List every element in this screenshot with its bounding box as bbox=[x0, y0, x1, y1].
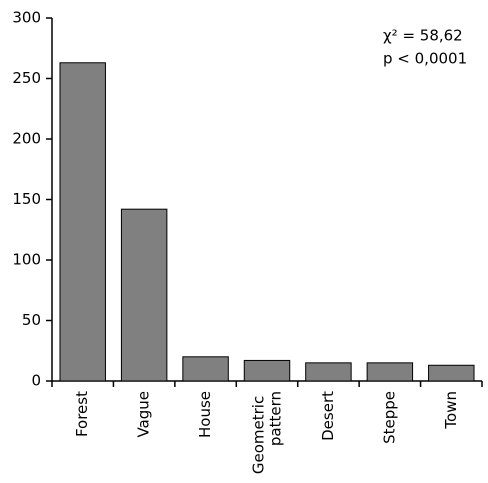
bar bbox=[428, 364, 475, 382]
y-tick-label: 0 bbox=[31, 372, 41, 390]
x-tick-label: Steppe bbox=[380, 391, 398, 444]
x-tick-label: Vague bbox=[135, 391, 153, 438]
y-tick-label: 100 bbox=[12, 251, 41, 269]
bar bbox=[366, 362, 414, 382]
y-tick-label: 150 bbox=[12, 190, 41, 208]
bar bbox=[243, 359, 291, 382]
y-tick-label: 200 bbox=[12, 130, 41, 148]
x-tick-label: Geometric pattern bbox=[249, 391, 284, 474]
bar bbox=[120, 208, 168, 382]
x-tick-label: Desert bbox=[319, 391, 337, 441]
bar bbox=[182, 356, 229, 382]
y-tick-label: 50 bbox=[22, 311, 41, 329]
x-tick-label: House bbox=[196, 391, 214, 438]
annotation: p < 0,0001 bbox=[383, 50, 467, 68]
annotation: χ² = 58,62 bbox=[383, 27, 463, 45]
y-tick-label: 250 bbox=[12, 69, 41, 87]
y-tick-label: 300 bbox=[12, 9, 41, 27]
x-tick-label: Town bbox=[442, 391, 460, 430]
x-tick-label: Forest bbox=[73, 391, 91, 437]
bar bbox=[305, 362, 352, 382]
bar bbox=[59, 62, 106, 382]
